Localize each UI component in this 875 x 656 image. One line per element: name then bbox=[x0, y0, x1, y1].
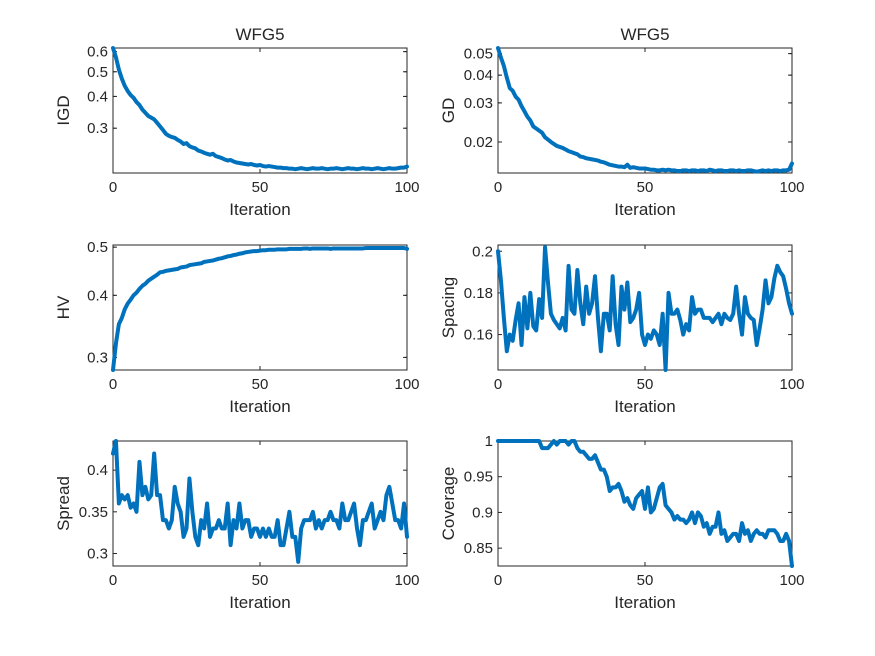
series-line-gd bbox=[496, 46, 794, 174]
x-tick-label: 100 bbox=[779, 572, 804, 589]
x-tick-label: 100 bbox=[779, 179, 804, 196]
x-tick-label: 0 bbox=[109, 179, 117, 196]
series-line-coverage bbox=[496, 439, 794, 568]
chart-title: WFG5 bbox=[235, 25, 284, 44]
x-tick-label: 0 bbox=[494, 179, 502, 196]
subplot-gd: 0 50 100 0.02 0.03 0.04 0.05 Iteration GD WFG5 bbox=[439, 25, 805, 219]
y-tick-label: 1 bbox=[485, 433, 493, 450]
y-axis-label: Coverage bbox=[439, 467, 458, 541]
x-axis-label: Iteration bbox=[614, 593, 675, 612]
x-tick-label: 100 bbox=[394, 572, 419, 589]
y-axis-label: HV bbox=[54, 295, 73, 319]
x-tick-label: 50 bbox=[252, 179, 269, 196]
y-tick-label: 0.85 bbox=[464, 540, 493, 557]
series-line-spacing bbox=[496, 245, 794, 372]
y-tick-label: 0.16 bbox=[464, 327, 493, 344]
y-axis-label: Spacing bbox=[439, 277, 458, 338]
x-tick-label: 100 bbox=[394, 179, 419, 196]
x-tick-label: 0 bbox=[109, 376, 117, 393]
x-tick-label: 50 bbox=[252, 572, 269, 589]
y-tick-label: 0.05 bbox=[464, 46, 493, 63]
y-tick-label: 0.35 bbox=[79, 504, 108, 521]
x-tick-label: 100 bbox=[779, 376, 804, 393]
chart-title: WFG5 bbox=[620, 25, 669, 44]
series-line-spread bbox=[111, 439, 409, 564]
y-tick-label: 0.3 bbox=[87, 120, 108, 137]
x-axis-label: Iteration bbox=[229, 593, 290, 612]
x-tick-label: 0 bbox=[494, 376, 502, 393]
y-axis-label: IGD bbox=[54, 95, 73, 125]
series-line-igd bbox=[111, 46, 409, 172]
x-tick-label: 100 bbox=[394, 376, 419, 393]
y-tick-label: 0.9 bbox=[472, 504, 493, 521]
y-axis-label: GD bbox=[439, 98, 458, 124]
y-tick-label: 0.5 bbox=[87, 239, 108, 256]
y-tick-label: 0.04 bbox=[464, 67, 493, 84]
x-tick-label: 50 bbox=[637, 572, 654, 589]
y-tick-label: 0.95 bbox=[464, 469, 493, 486]
x-axis-label: Iteration bbox=[614, 200, 675, 219]
subplot-coverage: 0 50 100 0.85 0.9 0.95 1 Iteration Coverage bbox=[439, 433, 805, 612]
y-tick-label: 0.18 bbox=[464, 285, 493, 302]
y-tick-label: 0.6 bbox=[87, 44, 108, 61]
y-tick-label: 0.4 bbox=[87, 88, 108, 105]
subplot-hv: 0 50 100 0.3 0.4 0.5 Iteration HV bbox=[54, 239, 420, 416]
y-tick-label: 0.02 bbox=[464, 134, 493, 151]
x-axis-label: Iteration bbox=[229, 397, 290, 416]
y-tick-label: 0.5 bbox=[87, 64, 108, 81]
series-line-hv bbox=[111, 246, 409, 372]
y-tick-label: 0.03 bbox=[464, 95, 493, 112]
subplot-spacing: 0 50 100 0.16 0.18 0.2 Iteration Spacing bbox=[439, 243, 805, 416]
x-tick-label: 50 bbox=[637, 179, 654, 196]
y-tick-label: 0.3 bbox=[87, 349, 108, 366]
subplot-spread: 0 50 100 0.3 0.35 0.4 Iteration Spread bbox=[54, 439, 420, 612]
y-tick-label: 0.3 bbox=[87, 546, 108, 563]
x-axis-label: Iteration bbox=[614, 397, 675, 416]
x-tick-label: 0 bbox=[494, 572, 502, 589]
x-axis-label: Iteration bbox=[229, 200, 290, 219]
x-tick-label: 50 bbox=[252, 376, 269, 393]
y-tick-label: 0.4 bbox=[87, 462, 108, 479]
x-tick-label: 0 bbox=[109, 572, 117, 589]
x-tick-label: 50 bbox=[637, 376, 654, 393]
y-tick-label: 0.4 bbox=[87, 287, 108, 304]
subplot-igd: 0 50 100 0.3 0.4 0.5 0.6 Iteration IGD WFG5 bbox=[54, 25, 420, 219]
y-axis-label: Spread bbox=[54, 476, 73, 531]
y-tick-label: 0.2 bbox=[472, 243, 493, 260]
